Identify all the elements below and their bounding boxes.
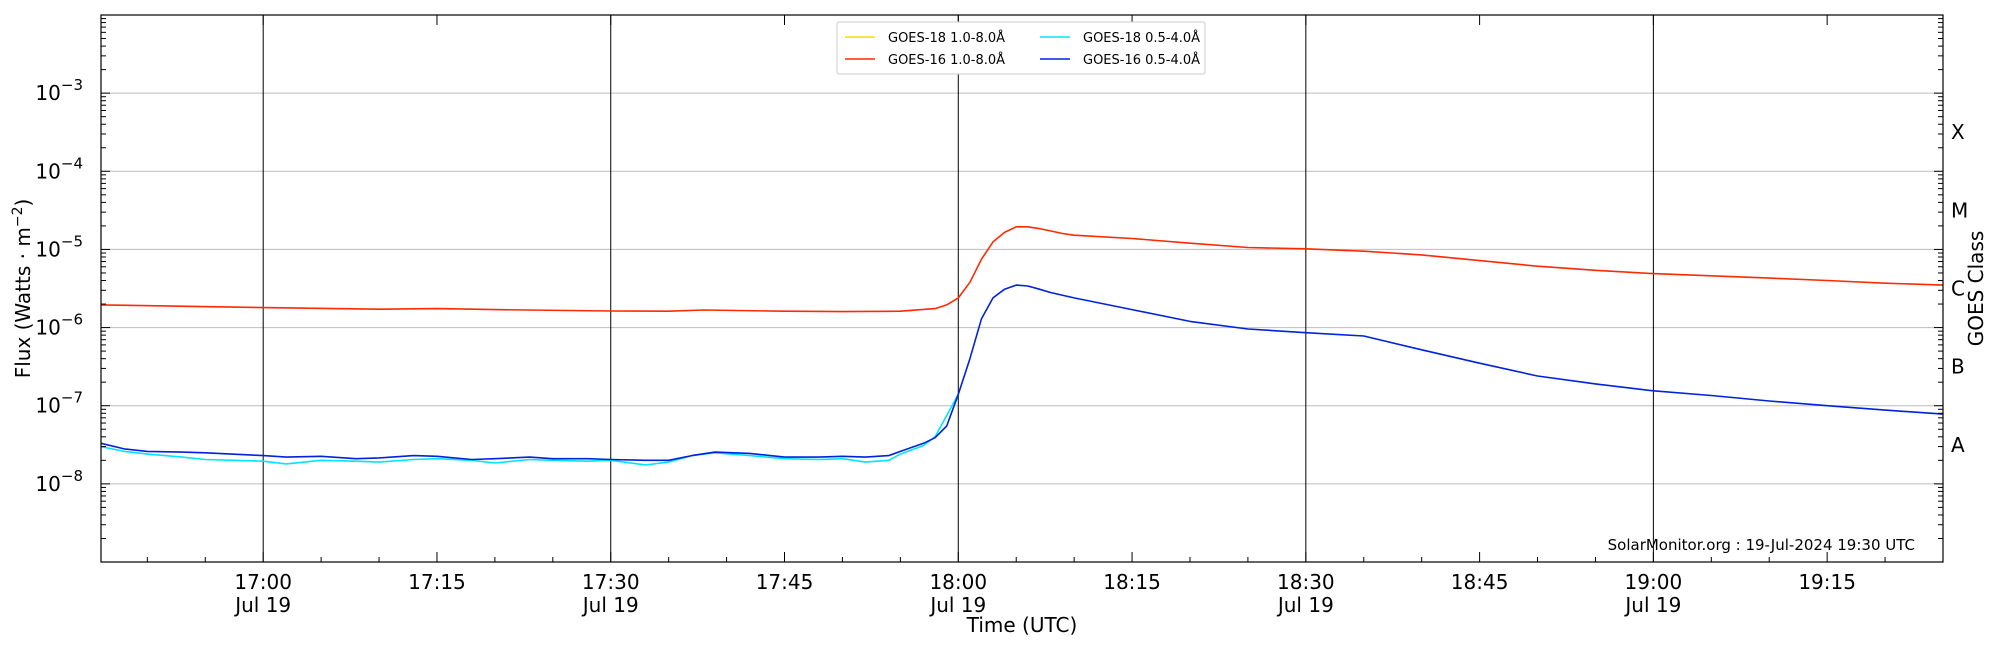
y-tick-label: 10−5 (35, 232, 83, 261)
goes-class-labels: A B C M X (1951, 120, 1968, 457)
x-tick-label: 17:15 (408, 570, 466, 594)
x-tick-date-label: Jul 19 (233, 593, 291, 617)
series-lines (100, 226, 1944, 466)
x-tick-date-label: Jul 19 (1276, 593, 1334, 617)
x-tick-label: 18:15 (1103, 570, 1161, 594)
plot-area-frame (100, 14, 1944, 563)
x-tick-label: 19:00 (1625, 570, 1683, 594)
x-tick-label: 17:45 (756, 570, 814, 594)
x-tick-date-label: Jul 19 (1623, 593, 1681, 617)
legend-box (836, 21, 1206, 75)
x-tick-label: 18:30 (1277, 570, 1335, 594)
x-tick-label: 17:30 (582, 570, 640, 594)
series-line-2 (100, 393, 960, 466)
goes-class-axis-title: GOES Class (1964, 231, 1988, 347)
x-tick-label: 17:00 (234, 570, 292, 594)
series-line-3 (100, 284, 1944, 462)
goes-class-label: A (1951, 433, 1965, 457)
y-tick-label: 10−3 (35, 76, 83, 105)
x-tick-label: 18:00 (929, 570, 987, 594)
legend-label: GOES-16 1.0-8.0Å (888, 52, 1005, 68)
x-tick-label: 18:45 (1451, 570, 1509, 594)
legend-label: GOES-16 0.5-4.0Å (1083, 52, 1200, 68)
x-tick-date-label: Jul 19 (581, 593, 639, 617)
goes-class-label: C (1951, 277, 1965, 301)
y-tick-label: 10−4 (35, 154, 83, 183)
x-axis-title: Time (UTC) (966, 613, 1078, 637)
y-tick-label: 10−6 (35, 311, 83, 340)
y-tick-label: 10−8 (35, 467, 83, 496)
legend: GOES-18 1.0-8.0Å GOES-16 1.0-8.0Å GOES-18 … (836, 21, 1206, 75)
y-axis-title: Flux (Watts · m−2) (10, 199, 35, 379)
legend-label: GOES-18 1.0-8.0Å (888, 30, 1005, 46)
series-line-1 (100, 226, 1944, 313)
goes-class-label: M (1951, 198, 1968, 222)
x-tick-date-label: Jul 19 (928, 593, 986, 617)
credit-text: SolarMonitor.org : 19-Jul-2024 19:30 UTC (1608, 536, 1915, 554)
legend-label: GOES-18 0.5-4.0Å (1083, 30, 1200, 46)
y-tick-label: 10−7 (35, 389, 83, 418)
x-tick-label: 19:15 (1798, 570, 1856, 594)
grid-lines (101, 15, 1943, 562)
goes-class-label: X (1951, 120, 1965, 144)
goes-class-label: B (1951, 355, 1965, 379)
